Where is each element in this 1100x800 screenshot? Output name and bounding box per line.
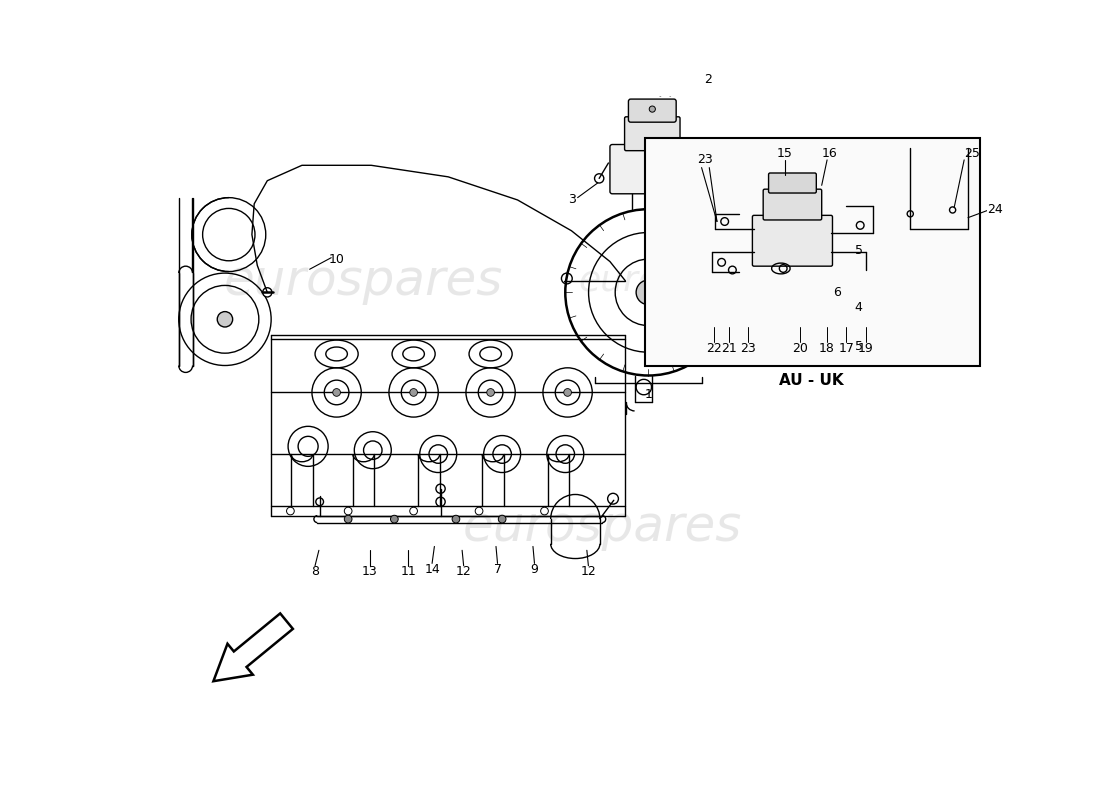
Circle shape [218,311,232,327]
Text: 15: 15 [777,147,793,160]
FancyBboxPatch shape [628,99,676,122]
Text: 18: 18 [820,342,835,355]
Text: AU - UK: AU - UK [780,374,844,388]
Text: 8: 8 [311,565,319,578]
FancyBboxPatch shape [609,145,695,194]
Text: 6: 6 [833,286,842,299]
Text: 7: 7 [494,563,502,576]
Circle shape [486,389,495,396]
Text: 12: 12 [581,565,596,578]
Text: 16: 16 [822,147,837,160]
Text: 4: 4 [855,302,862,314]
Text: 5: 5 [855,243,862,257]
Text: 5: 5 [855,340,862,353]
Text: 19: 19 [858,342,873,355]
Text: 25: 25 [964,147,980,160]
Text: 20: 20 [792,342,808,355]
FancyBboxPatch shape [752,215,833,266]
Text: eurospares: eurospares [463,503,741,551]
Text: 17: 17 [838,342,855,355]
FancyArrow shape [213,614,293,682]
Circle shape [332,389,341,396]
Text: 23: 23 [740,342,756,355]
Text: eurospares: eurospares [579,264,780,298]
Circle shape [563,389,572,396]
Text: 22: 22 [706,342,722,355]
Circle shape [649,106,656,112]
Circle shape [498,515,506,523]
Text: 1: 1 [645,388,652,402]
Text: 11: 11 [400,565,416,578]
Circle shape [636,280,661,305]
Text: eurospares: eurospares [224,257,503,305]
Circle shape [409,389,418,396]
Bar [752,234,791,350]
Circle shape [390,515,398,523]
Text: 14: 14 [425,563,440,576]
Bar [645,138,979,366]
FancyBboxPatch shape [763,189,822,220]
FancyBboxPatch shape [625,117,680,150]
Text: 23: 23 [697,154,713,166]
Circle shape [452,515,460,523]
Text: 13: 13 [362,565,377,578]
Text: 10: 10 [329,253,344,266]
FancyBboxPatch shape [769,173,816,193]
Text: 12: 12 [455,565,472,578]
Circle shape [263,288,272,297]
Text: 21: 21 [722,342,737,355]
Text: 2: 2 [705,74,713,86]
Circle shape [344,515,352,523]
Text: 3: 3 [569,194,576,206]
Text: 24: 24 [987,203,1003,217]
Text: 9: 9 [530,563,538,576]
